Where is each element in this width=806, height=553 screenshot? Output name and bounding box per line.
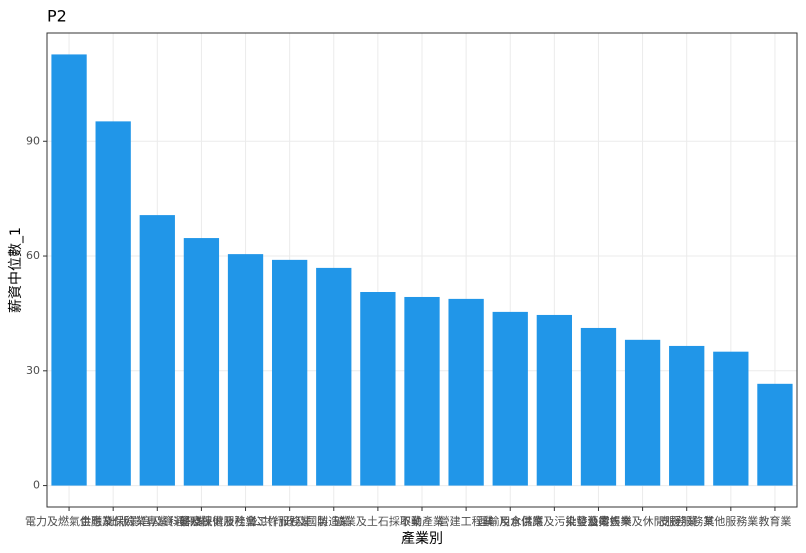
x-tick-label: 金融及保險業	[80, 514, 146, 528]
bar	[139, 215, 175, 486]
bar	[713, 351, 749, 486]
panel-border	[46, 32, 798, 508]
x-tick-label: 用水供應及污染整治業	[499, 514, 609, 528]
x-tick-label: 醫療保健及社會工作服務業	[180, 514, 312, 528]
y-tick-label: 30	[26, 364, 40, 377]
bar	[404, 296, 440, 486]
x-tick-label: 公共行政及國防	[251, 514, 328, 528]
y-tick-label: 90	[26, 134, 40, 147]
bar	[51, 54, 87, 486]
x-tick-label: 專業科學及技術服務業	[146, 514, 256, 528]
bar	[227, 254, 264, 486]
x-tick-label: 電力及燃氣供應業	[25, 514, 113, 528]
x-tick-label: 出版影音及資通訊業	[108, 514, 207, 528]
bar	[536, 314, 572, 486]
x-tick-label: 藝術娛樂及休閒服務業	[588, 514, 698, 528]
bar	[316, 267, 352, 486]
x-tick-label: 其他服務業	[703, 514, 758, 528]
bar	[272, 259, 308, 486]
bar	[669, 345, 705, 486]
bar	[360, 291, 396, 486]
chart-title: P2	[47, 7, 67, 26]
bar	[448, 298, 484, 486]
bar	[492, 311, 528, 486]
y-tick-label: 60	[26, 249, 40, 262]
x-tick-label: 教育業	[758, 514, 791, 528]
x-axis-label: 產業別	[401, 530, 443, 547]
bar	[757, 383, 793, 486]
bar	[580, 327, 617, 486]
x-tick-label: 批發及零售業	[565, 514, 631, 528]
x-tick-label: 製造業	[317, 514, 350, 528]
y-tick-label: 0	[33, 479, 40, 492]
x-tick-label: 支援服務業	[659, 514, 714, 528]
x-tick-label: 營建工程業	[439, 514, 494, 528]
y-axis-label: 薪資中位數_1	[8, 227, 24, 313]
bar	[95, 121, 131, 486]
bar	[624, 339, 661, 486]
x-tick-label: 不動產業	[400, 514, 444, 528]
bar	[183, 238, 220, 486]
x-tick-label: 運輸及倉儲業	[477, 514, 543, 528]
x-tick-label: 礦業及土石採取業	[334, 514, 422, 528]
